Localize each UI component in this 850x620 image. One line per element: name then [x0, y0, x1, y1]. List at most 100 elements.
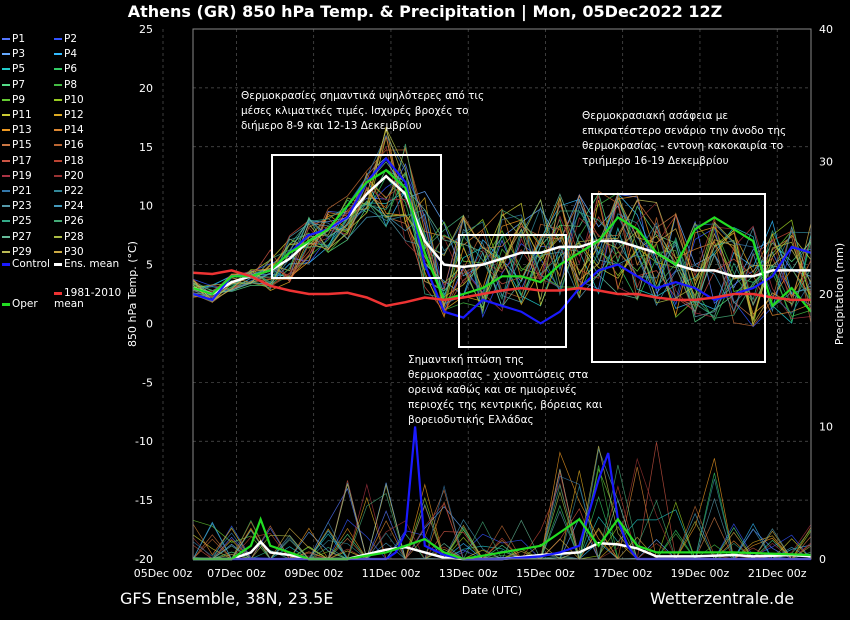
legend-item-p26: P26 [54, 215, 84, 227]
x-tick-label: 07Dec 00z [207, 567, 266, 580]
perturbation-line-p19 [192, 186, 812, 320]
x-tick-label: 15Dec 00z [516, 567, 575, 580]
annotation-line: περιοχές της κεντρικής, βόρειας και [408, 399, 603, 411]
series-ens-mean [192, 174, 811, 296]
annotation-uncertain: Θερμοκρασιακή ασάφεια με επικρατέστερο σε… [582, 109, 786, 169]
y-tick-label-left: 0 [146, 317, 153, 330]
legend-item-control: Control [2, 259, 50, 270]
series-control-precip [193, 426, 811, 561]
annotation-line: τριήμερο 16-19 Δεκεμβρίου [582, 155, 729, 167]
annotation-box-1 [271, 154, 442, 279]
perturbation-line-p25 [192, 182, 812, 318]
legend-item-p29: P29 [2, 246, 32, 258]
legend-item-p10: P10 [54, 94, 84, 106]
annotation-line: ορεινά καθώς και σε ημιορεινές [408, 384, 577, 396]
legend-item-p25: P25 [2, 215, 32, 227]
perturbation-precip-p17 [192, 442, 812, 560]
y-tick-label-left: 15 [139, 141, 153, 154]
series-1981-2010-mean [192, 269, 811, 308]
perturbation-line-p18 [192, 180, 812, 315]
perturbation-line-p23 [192, 202, 812, 318]
perturbation-precip-p10 [192, 496, 812, 560]
model-info: GFS Ensemble, 38N, 23.5E [120, 589, 334, 608]
legend-item-p4: P4 [54, 48, 77, 60]
annotation-warm: Θερμοκρασίες σημαντικά υψηλότερες από τι… [241, 89, 484, 134]
annotation-line: Σημαντική πτώση της [408, 354, 525, 366]
perturbation-line-p29 [192, 128, 812, 302]
legend-item-p2: P2 [54, 33, 77, 45]
annotation-line: διήμερο 8-9 και 12-13 Δεκεμβρίου [241, 120, 422, 132]
perturbation-line-p17 [192, 134, 812, 313]
y-tick-label-left: 10 [139, 200, 153, 213]
y-tick-label-left: -5 [142, 376, 153, 389]
legend-item-p14: P14 [54, 124, 84, 136]
y-tick-label-left: -15 [135, 494, 153, 507]
series-control [192, 156, 812, 325]
perturbation-precip-p19 [193, 472, 812, 560]
y-axis-label-left: 850 hPa Temp. (°C) [126, 241, 139, 347]
legend-item-p21: P21 [2, 185, 32, 197]
legend-item-1981-2010: 1981-2010 mean [54, 287, 122, 310]
plot-frame [192, 28, 812, 560]
x-tick-label: 21Dec 00z [748, 567, 807, 580]
perturbation-line-p30 [192, 189, 812, 326]
annotation-box-2 [458, 234, 567, 348]
legend-item-p27: P27 [2, 231, 32, 243]
legend-item-p6: P6 [54, 63, 77, 75]
legend-item-p15: P15 [2, 139, 32, 151]
annotation-line: βορειοδυτικής Ελλάδας [408, 414, 534, 426]
chart-title: Athens (GR) 850 hPa Temp. & Precipitatio… [127, 2, 723, 21]
legend-item-p24: P24 [54, 200, 84, 212]
legend-item-p11: P11 [2, 109, 32, 121]
annotation-line: επικρατέστερο σενάριο την άνοδο της [582, 125, 787, 137]
legend-item-p23: P23 [2, 200, 32, 212]
legend-item-p18: P18 [54, 155, 84, 167]
legend-item-oper: Oper [2, 299, 38, 310]
x-tick-label: 13Dec 00z [439, 567, 498, 580]
y-tick-label-left: 5 [146, 259, 153, 272]
legend-item-p9: P9 [2, 94, 25, 106]
annotation-line: θερμοκρασίας - εντονη κακοκαιρία το [582, 140, 784, 152]
legend-item-p28: P28 [54, 231, 84, 243]
legend-item-p8: P8 [54, 79, 77, 91]
legend-item-p16: P16 [54, 139, 84, 151]
annotation-box-3 [591, 193, 766, 363]
legend-item-p5: P5 [2, 63, 25, 75]
x-tick-label: 09Dec 00z [284, 567, 343, 580]
y-tick-label-right: 30 [819, 156, 833, 169]
y-tick-label-right: 20 [819, 288, 833, 301]
annotation-line: Θερμοκρασιακή ασάφεια με [582, 110, 729, 122]
legend-item-p7: P7 [2, 79, 25, 91]
annotation-line: θερμοκρασίας - χιονοπτώσεις στα [408, 369, 589, 381]
y-tick-label-left: -10 [135, 435, 153, 448]
legend-item-p17: P17 [2, 155, 32, 167]
legend-item-p19: P19 [2, 170, 32, 182]
y-axis-label-right: Precipitation (mm) [833, 243, 846, 345]
y-tick-label-right: 0 [819, 553, 826, 566]
legend-item-p30: P30 [54, 246, 84, 258]
annotation-line: Θερμοκρασίες σημαντικά υψηλότερες από τι… [241, 90, 485, 102]
legend-item-p13: P13 [2, 124, 32, 136]
legend-item-p20: P20 [54, 170, 84, 182]
x-tick-label: 11Dec 00z [362, 567, 421, 580]
legend-item-p3: P3 [2, 48, 25, 60]
series-oper [192, 168, 812, 313]
annotation-line: μέσες κλιματικές τιμές. Ισχυρές βροχές τ… [241, 105, 469, 117]
perturbation-line-p20 [192, 145, 812, 317]
legend-item-p12: P12 [54, 109, 84, 121]
y-tick-label-right: 40 [819, 23, 833, 36]
y-tick-label-right: 10 [819, 421, 833, 434]
x-axis-label: Date (UTC) [462, 584, 522, 597]
y-tick-label-left: -20 [135, 553, 153, 566]
series-oper-precip [193, 516, 812, 561]
legend-item-p22: P22 [54, 185, 84, 197]
perturbation-precip-p6 [193, 472, 812, 561]
x-tick-label: 19Dec 00z [671, 567, 730, 580]
source-credit: Wetterzentrale.de [650, 589, 795, 608]
x-tick-label: 17Dec 00z [593, 567, 652, 580]
y-tick-label-left: 25 [139, 23, 153, 36]
annotation-drop: Σημαντική πτώση της θερμοκρασίας - χιονοπ… [408, 353, 602, 428]
legend-item-p1: P1 [2, 33, 25, 45]
legend-item-ens-mean: Ens. mean [54, 259, 119, 270]
